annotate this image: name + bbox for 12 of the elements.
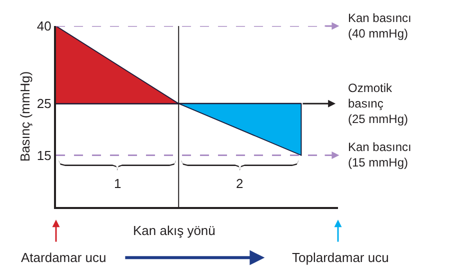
annotation: 1 [114,176,122,191]
ref-line-label: Kan basıncı (15 mmHg) [348,140,412,170]
y-tick-label: 25 [36,96,52,112]
text: Kan akış yönü [133,223,216,238]
text: Atardamar ucu [21,250,106,265]
text: Ozmotik basınç (25 mmHg) [348,81,408,126]
y-tick-label: 15 [36,148,52,163]
y-axis-title: Basınç (mmHg) [17,71,32,162]
y-tick-label: 40 [36,18,52,34]
ref-line-label: Kan basıncı (40 mmHg) [348,11,412,41]
annotation: 2 [236,176,244,191]
text: Toplardamar ucu [292,250,389,265]
